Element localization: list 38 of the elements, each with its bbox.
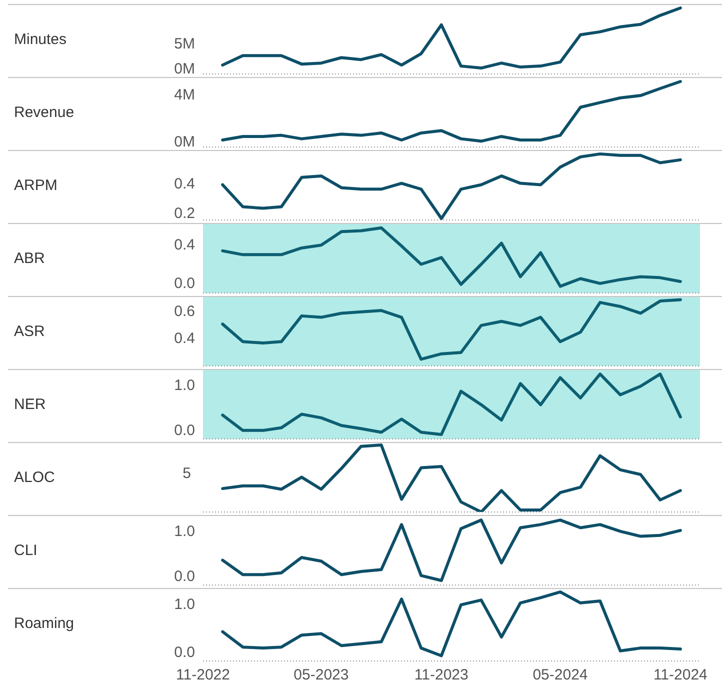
y-axis-title: CLI xyxy=(14,542,38,559)
y-axis-title: ARPM xyxy=(14,177,58,194)
y-tick-label: 0.4 xyxy=(174,236,195,254)
line-series xyxy=(221,6,682,70)
y-tick-label: 0.6 xyxy=(174,302,195,320)
y-tick-label: 5M xyxy=(174,36,195,53)
x-tick-label: 11-2023 xyxy=(414,666,468,684)
y-tick-label: 0M xyxy=(174,133,195,150)
y-axis-title: ALOC xyxy=(14,469,55,486)
line-series xyxy=(221,226,682,288)
x-tick-label: 11-2022 xyxy=(176,666,230,684)
y-tick-label: 0.0 xyxy=(174,644,195,662)
y-tick-label: 0.0 xyxy=(174,274,195,292)
y-tick-label: 0.0 xyxy=(174,568,195,585)
y-axis-title: Roaming xyxy=(14,615,74,632)
y-tick-label: 1.0 xyxy=(174,596,195,614)
y-axis-title: ASR xyxy=(14,323,45,340)
y-tick-label: 0M xyxy=(174,60,195,78)
y-axis-title: Revenue xyxy=(14,104,74,121)
y-axis-title: Minutes xyxy=(14,31,67,48)
line-series xyxy=(221,298,682,361)
y-tick-label: 0.4 xyxy=(174,176,195,193)
text: 5 xyxy=(182,465,191,482)
line-series xyxy=(221,518,682,582)
y-tick-label: 1.0 xyxy=(174,376,195,394)
x-tick-label: 11-2024 xyxy=(653,666,708,684)
x-tick-label: 05-2024 xyxy=(532,666,588,684)
line-series xyxy=(221,80,682,143)
y-axis-title: NER xyxy=(14,396,46,413)
x-tick-label: 05-2023 xyxy=(294,666,349,684)
y-tick-label: 0.4 xyxy=(174,330,195,347)
y-tick-label: 1.0 xyxy=(174,522,195,540)
line-series xyxy=(221,152,682,220)
y-axis-title: ABR xyxy=(14,250,45,267)
y-tick-label: 0.0 xyxy=(174,422,195,439)
y-tick-label: 4M xyxy=(174,86,195,104)
y-tick-label: 0.2 xyxy=(174,204,195,222)
line-series xyxy=(221,590,682,658)
